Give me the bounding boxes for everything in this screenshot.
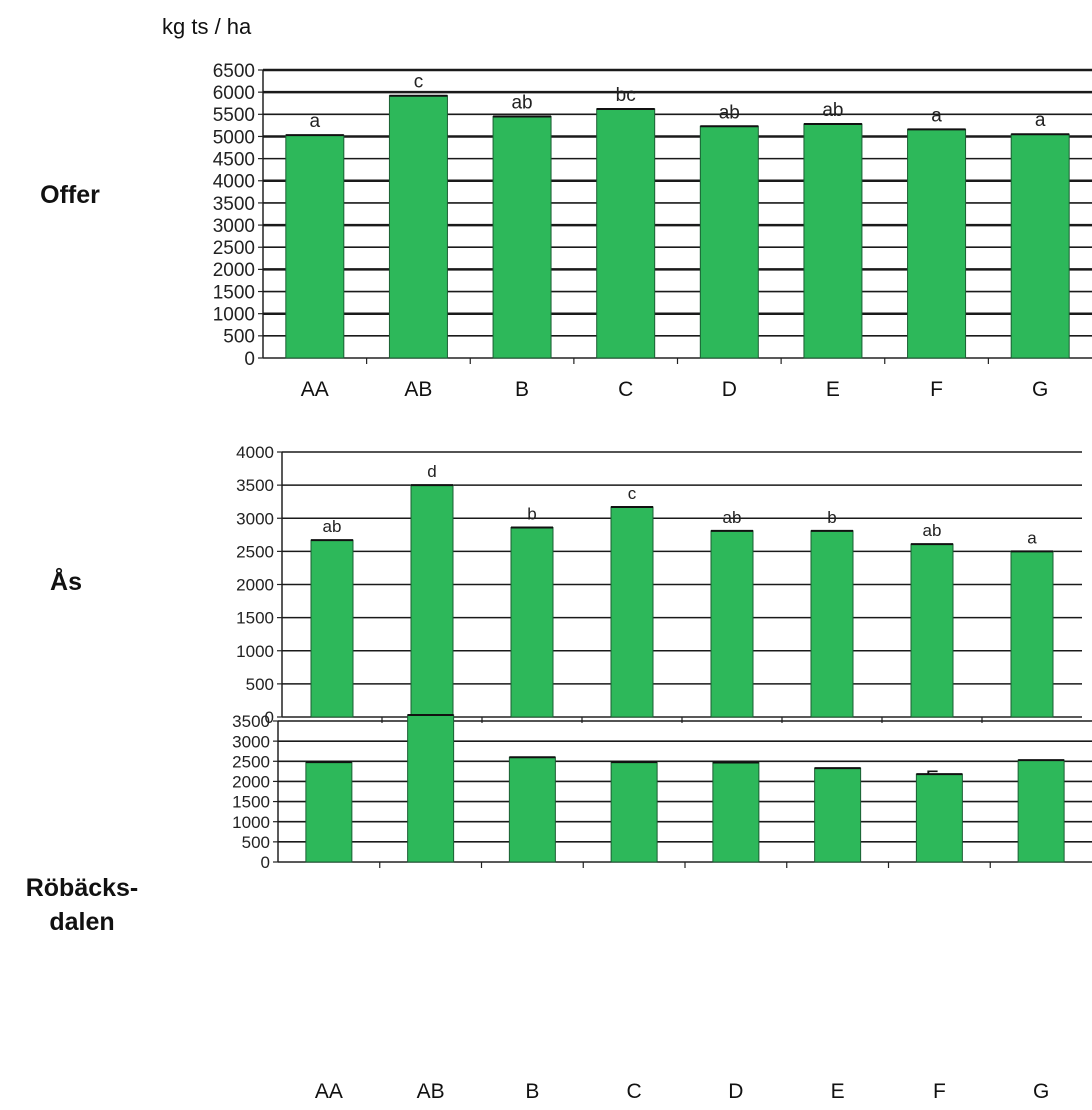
y-tick-label: 2000 bbox=[213, 260, 255, 281]
bar bbox=[814, 767, 862, 863]
significance-letter: a bbox=[1035, 110, 1046, 131]
y-tick-label: 500 bbox=[242, 833, 270, 852]
y-tick-label: 2500 bbox=[213, 238, 255, 259]
bar bbox=[596, 108, 656, 359]
significance-letter: bc bbox=[616, 85, 636, 106]
bar bbox=[712, 761, 760, 863]
bar bbox=[1010, 550, 1054, 718]
y-tick-label: 3000 bbox=[213, 216, 255, 237]
y-tick-label: 1500 bbox=[232, 793, 270, 812]
bar bbox=[1017, 759, 1065, 863]
x-tick-label: C bbox=[618, 378, 633, 401]
bar bbox=[510, 527, 554, 718]
x-tick-label: D bbox=[728, 1080, 743, 1103]
y-tick-label: 2500 bbox=[232, 752, 270, 771]
y-tick-label: 5500 bbox=[213, 105, 255, 126]
x-tick-label: AA bbox=[315, 1080, 343, 1103]
bar bbox=[610, 506, 654, 718]
x-tick-label: G bbox=[1032, 378, 1048, 401]
y-tick-label: 3500 bbox=[232, 712, 270, 731]
site-label: Offer bbox=[40, 181, 100, 209]
significance-letter: b bbox=[827, 508, 836, 527]
significance-letter: ab bbox=[923, 521, 942, 540]
y-tick-label: 500 bbox=[223, 327, 255, 348]
site-label: Röbäcks- bbox=[26, 874, 139, 902]
y-tick-label: 6000 bbox=[213, 83, 255, 104]
significance-letter: c bbox=[414, 72, 424, 93]
significance-letter: ab bbox=[822, 100, 843, 121]
significance-letter: d bbox=[427, 462, 436, 481]
y-tick-label: 1000 bbox=[236, 642, 274, 661]
significance-letter: a bbox=[1027, 528, 1037, 547]
y-tick-label: 2500 bbox=[236, 542, 274, 561]
bar bbox=[803, 123, 863, 359]
significance-letter: b bbox=[527, 505, 536, 524]
bar bbox=[810, 530, 854, 718]
bar bbox=[492, 116, 552, 359]
bar bbox=[305, 761, 353, 863]
bar bbox=[407, 714, 455, 863]
y-tick-label: 0 bbox=[261, 853, 270, 872]
y-tick-label: 3000 bbox=[232, 732, 270, 751]
bar bbox=[710, 530, 754, 718]
significance-letter: a bbox=[310, 111, 321, 132]
bar bbox=[610, 761, 658, 863]
x-tick-label: AB bbox=[404, 378, 432, 401]
x-tick-label: C bbox=[627, 1080, 642, 1103]
y-tick-label: 0 bbox=[244, 349, 255, 370]
x-tick-label: B bbox=[515, 378, 529, 401]
y-tick-label: 2000 bbox=[236, 576, 274, 595]
significance-letter: ab bbox=[323, 517, 342, 536]
y-tick-label: 1500 bbox=[213, 282, 255, 303]
bar bbox=[915, 773, 963, 863]
y-tick-label: 3500 bbox=[213, 194, 255, 215]
bar bbox=[285, 134, 345, 359]
x-tick-label: D bbox=[722, 378, 737, 401]
y-tick-label: 4500 bbox=[213, 149, 255, 170]
x-tick-label: AA bbox=[301, 378, 329, 401]
x-tick-label: F bbox=[930, 378, 943, 401]
significance-letter: ab bbox=[723, 508, 742, 527]
y-tick-label: 3500 bbox=[236, 476, 274, 495]
y-tick-label: 4000 bbox=[213, 172, 255, 193]
x-tick-label: E bbox=[826, 378, 840, 401]
site-label: dalen bbox=[49, 908, 114, 936]
y-tick-label: 0 bbox=[265, 708, 274, 727]
x-tick-label: F bbox=[933, 1080, 946, 1103]
unit-label: kg ts / ha bbox=[162, 14, 252, 39]
bar bbox=[388, 95, 448, 359]
y-tick-label: 1000 bbox=[213, 305, 255, 326]
y-tick-label: 1000 bbox=[232, 813, 270, 832]
significance-letter: ab bbox=[719, 102, 740, 123]
bar bbox=[310, 539, 354, 718]
y-tick-label: 500 bbox=[246, 675, 274, 694]
x-tick-label: B bbox=[525, 1080, 539, 1103]
significance-letter: a bbox=[931, 105, 942, 126]
x-tick-label: AB bbox=[417, 1080, 445, 1103]
bar bbox=[699, 125, 759, 359]
site-label: Ås bbox=[50, 567, 82, 596]
bar bbox=[1010, 133, 1070, 359]
bar bbox=[508, 756, 556, 863]
bar bbox=[410, 484, 454, 718]
y-tick-label: 4000 bbox=[236, 443, 274, 462]
y-tick-label: 1500 bbox=[236, 609, 274, 628]
x-tick-label: E bbox=[831, 1080, 845, 1103]
bar bbox=[910, 543, 954, 718]
significance-letter: c bbox=[628, 484, 637, 503]
significance-letter: ab bbox=[511, 93, 532, 114]
bar bbox=[907, 128, 967, 359]
x-tick-label: G bbox=[1033, 1080, 1049, 1103]
y-tick-label: 3000 bbox=[236, 509, 274, 528]
y-tick-label: 2000 bbox=[232, 773, 270, 792]
y-tick-label: 5000 bbox=[213, 127, 255, 148]
y-tick-label: 6500 bbox=[213, 61, 255, 82]
